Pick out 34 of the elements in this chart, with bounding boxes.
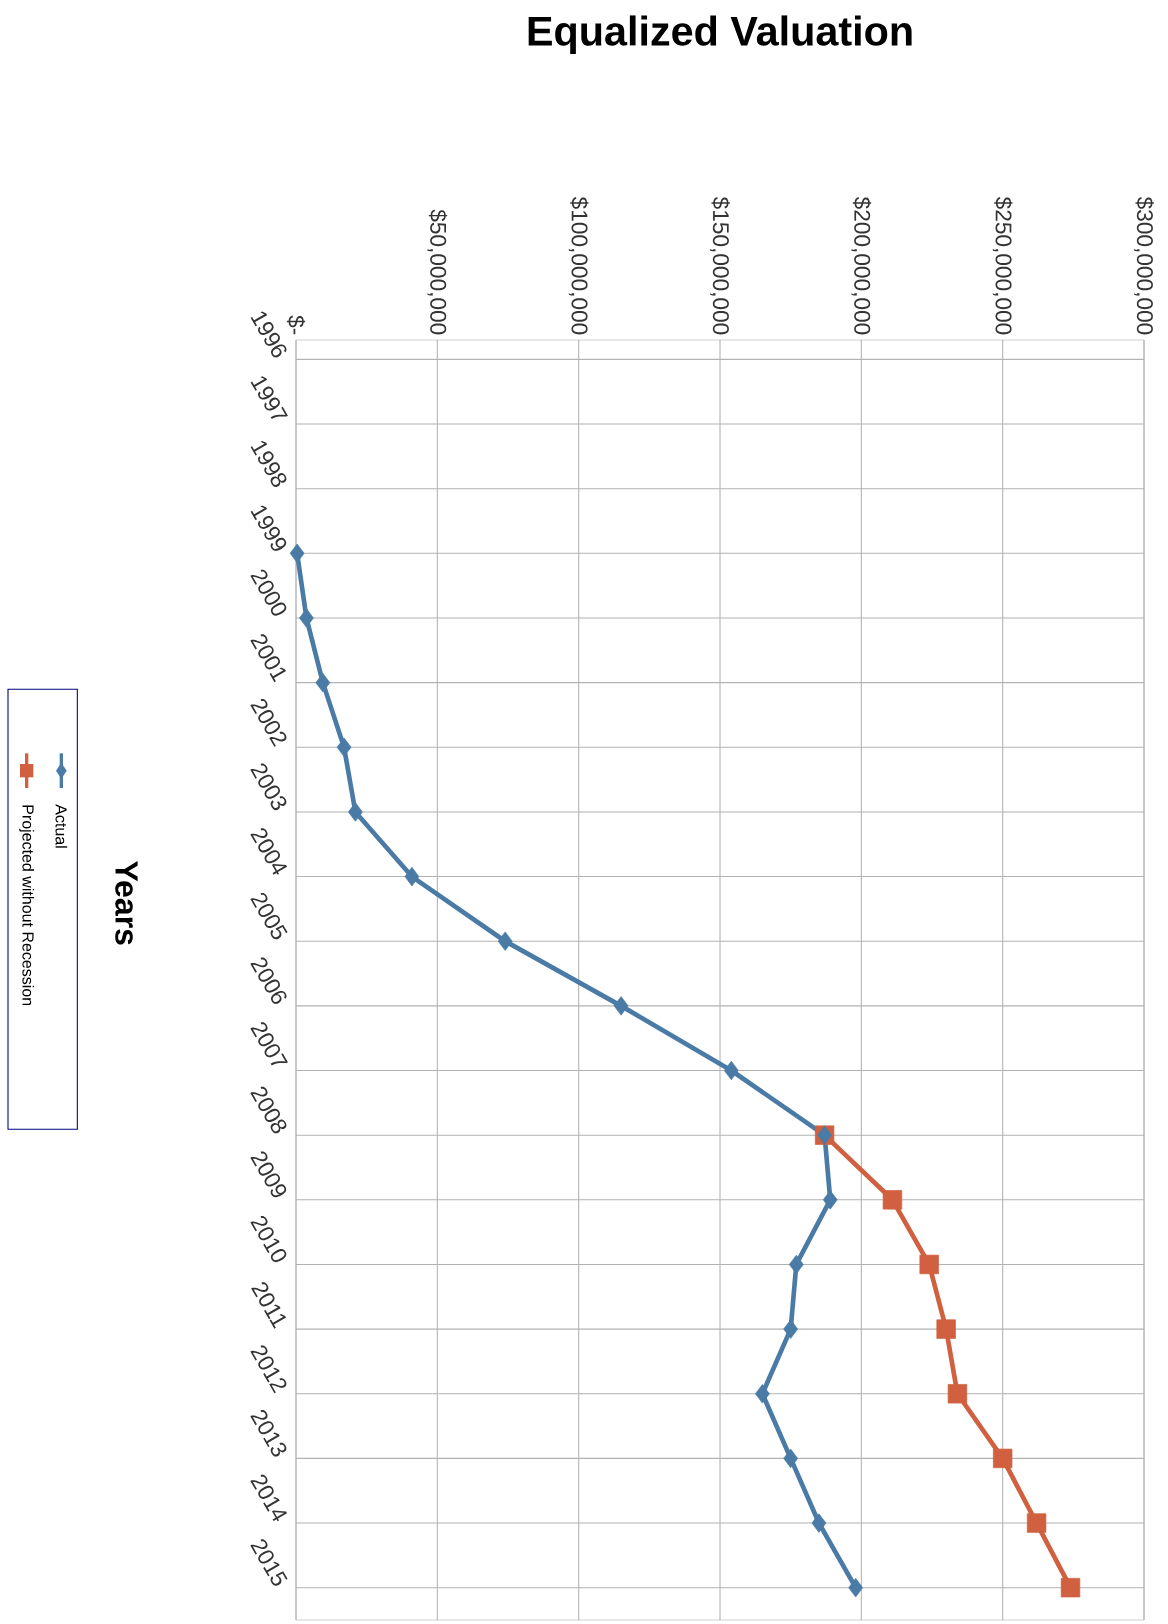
point bbox=[348, 802, 363, 822]
point bbox=[919, 1254, 939, 1275]
point bbox=[936, 1319, 956, 1339]
point bbox=[947, 1384, 968, 1404]
x-tick-label: $300,000,000 bbox=[1134, 196, 1154, 335]
x-tick-label: $- bbox=[286, 315, 306, 335]
point bbox=[783, 1319, 799, 1339]
point bbox=[299, 608, 314, 628]
point bbox=[1026, 1513, 1047, 1533]
legend-label: Projected without Recession bbox=[19, 805, 35, 1006]
legend-label: Actual bbox=[55, 804, 68, 848]
point bbox=[315, 672, 331, 693]
y-axis-title: Years bbox=[115, 861, 138, 945]
point bbox=[993, 1448, 1013, 1469]
point bbox=[1060, 1578, 1081, 1598]
point bbox=[788, 1254, 804, 1275]
point bbox=[811, 1513, 827, 1533]
chart-title: Equalized Valuation bbox=[528, 15, 912, 54]
x-tick-label: $50,000,000 bbox=[427, 209, 448, 335]
point bbox=[336, 737, 352, 757]
x-tick-label: $100,000,000 bbox=[568, 196, 589, 335]
x-tick-label: $200,000,000 bbox=[851, 196, 872, 335]
point bbox=[613, 996, 629, 1016]
point bbox=[723, 1060, 739, 1081]
x-tick-label: $150,000,000 bbox=[710, 196, 730, 335]
point bbox=[822, 1190, 838, 1210]
point bbox=[755, 1384, 770, 1404]
point bbox=[848, 1578, 864, 1598]
point bbox=[783, 1448, 799, 1469]
x-tick-label: $250,000,000 bbox=[992, 196, 1013, 335]
point bbox=[882, 1190, 903, 1210]
point bbox=[497, 931, 513, 951]
point bbox=[289, 543, 305, 564]
point bbox=[404, 866, 420, 887]
